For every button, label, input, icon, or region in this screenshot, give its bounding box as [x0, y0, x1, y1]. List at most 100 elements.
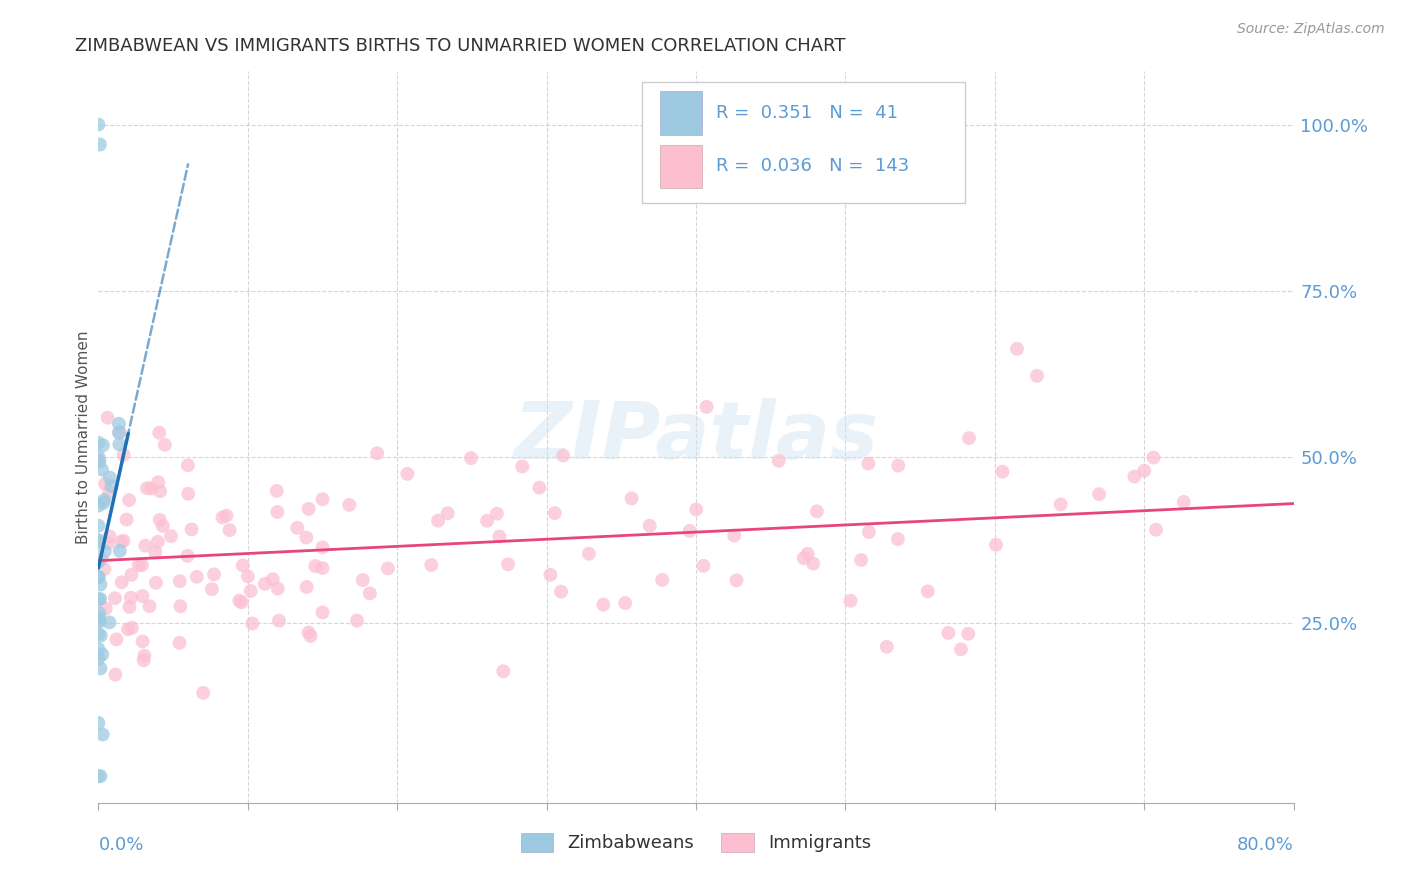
Point: [180, 523, 202, 537]
Point: [89, 453, 111, 467]
Point: [299, 629, 322, 643]
Point: [991, 465, 1014, 479]
Point: [240, 616, 263, 631]
Text: Source: ZipAtlas.com: Source: ZipAtlas.com: [1237, 22, 1385, 37]
Point: [87, 534, 110, 549]
Point: [112, 448, 135, 462]
Point: [169, 636, 191, 650]
Point: [297, 625, 319, 640]
Point: [138, 599, 160, 614]
Point: [134, 539, 156, 553]
Point: [87, 570, 110, 584]
Point: [98, 615, 121, 630]
Point: [201, 582, 224, 596]
Point: [858, 524, 880, 539]
Point: [1005, 342, 1028, 356]
Point: [887, 458, 910, 473]
Point: [169, 574, 191, 589]
Point: [253, 577, 276, 591]
Point: [285, 521, 308, 535]
Point: [267, 582, 290, 596]
Point: [93, 544, 115, 558]
Point: [87, 118, 110, 132]
Point: [984, 538, 1007, 552]
Point: [553, 449, 575, 463]
Point: [186, 570, 208, 584]
Point: [91, 648, 114, 662]
Point: [87, 499, 110, 513]
Point: [239, 584, 262, 599]
Point: [98, 529, 121, 543]
Point: [311, 492, 333, 507]
Point: [510, 459, 533, 474]
Point: [876, 640, 898, 654]
Point: [121, 621, 143, 635]
Point: [89, 137, 111, 152]
Point: [725, 574, 748, 588]
Point: [89, 769, 111, 783]
Point: [692, 558, 714, 573]
Point: [87, 435, 110, 450]
Point: [94, 476, 117, 491]
Point: [337, 498, 360, 512]
Point: [152, 519, 174, 533]
Point: [538, 567, 561, 582]
Point: [87, 769, 110, 783]
Point: [108, 544, 131, 558]
Point: [1142, 450, 1164, 465]
Point: [131, 634, 153, 648]
Point: [267, 614, 290, 628]
Point: [91, 496, 114, 510]
Point: [366, 446, 388, 460]
Point: [529, 481, 551, 495]
Point: [262, 572, 284, 586]
Point: [887, 532, 910, 546]
Y-axis label: Births to Unmarried Women: Births to Unmarried Women: [76, 330, 91, 544]
Point: [592, 598, 614, 612]
Point: [98, 470, 121, 484]
Point: [638, 518, 661, 533]
Point: [89, 615, 111, 629]
Point: [87, 570, 110, 584]
Point: [153, 438, 176, 452]
Point: [614, 596, 637, 610]
Point: [436, 506, 458, 520]
Point: [111, 575, 134, 590]
Text: ZIPatlas: ZIPatlas: [513, 398, 879, 476]
FancyBboxPatch shape: [661, 91, 702, 135]
Point: [146, 475, 169, 490]
Point: [87, 592, 110, 607]
Point: [396, 467, 419, 481]
Point: [146, 534, 169, 549]
Point: [488, 529, 510, 543]
Point: [295, 580, 318, 594]
Point: [87, 715, 110, 730]
FancyBboxPatch shape: [661, 145, 702, 188]
Point: [957, 431, 980, 445]
Point: [131, 558, 153, 572]
Text: 80.0%: 80.0%: [1237, 836, 1294, 854]
Point: [311, 606, 333, 620]
Point: [87, 518, 110, 533]
Point: [98, 485, 121, 500]
Point: [131, 589, 153, 603]
Point: [550, 584, 572, 599]
Point: [359, 586, 381, 600]
Point: [145, 575, 167, 590]
Point: [801, 557, 824, 571]
Point: [1123, 469, 1146, 483]
Point: [89, 454, 111, 468]
Point: [475, 514, 498, 528]
Point: [1144, 523, 1167, 537]
Point: [849, 553, 872, 567]
Point: [679, 524, 702, 538]
Point: [90, 552, 112, 566]
Point: [352, 573, 374, 587]
Point: [1173, 495, 1195, 509]
Point: [176, 549, 198, 563]
Point: [91, 438, 114, 452]
Point: [93, 562, 115, 576]
Point: [89, 591, 111, 606]
Point: [87, 610, 110, 624]
Point: [228, 593, 250, 607]
